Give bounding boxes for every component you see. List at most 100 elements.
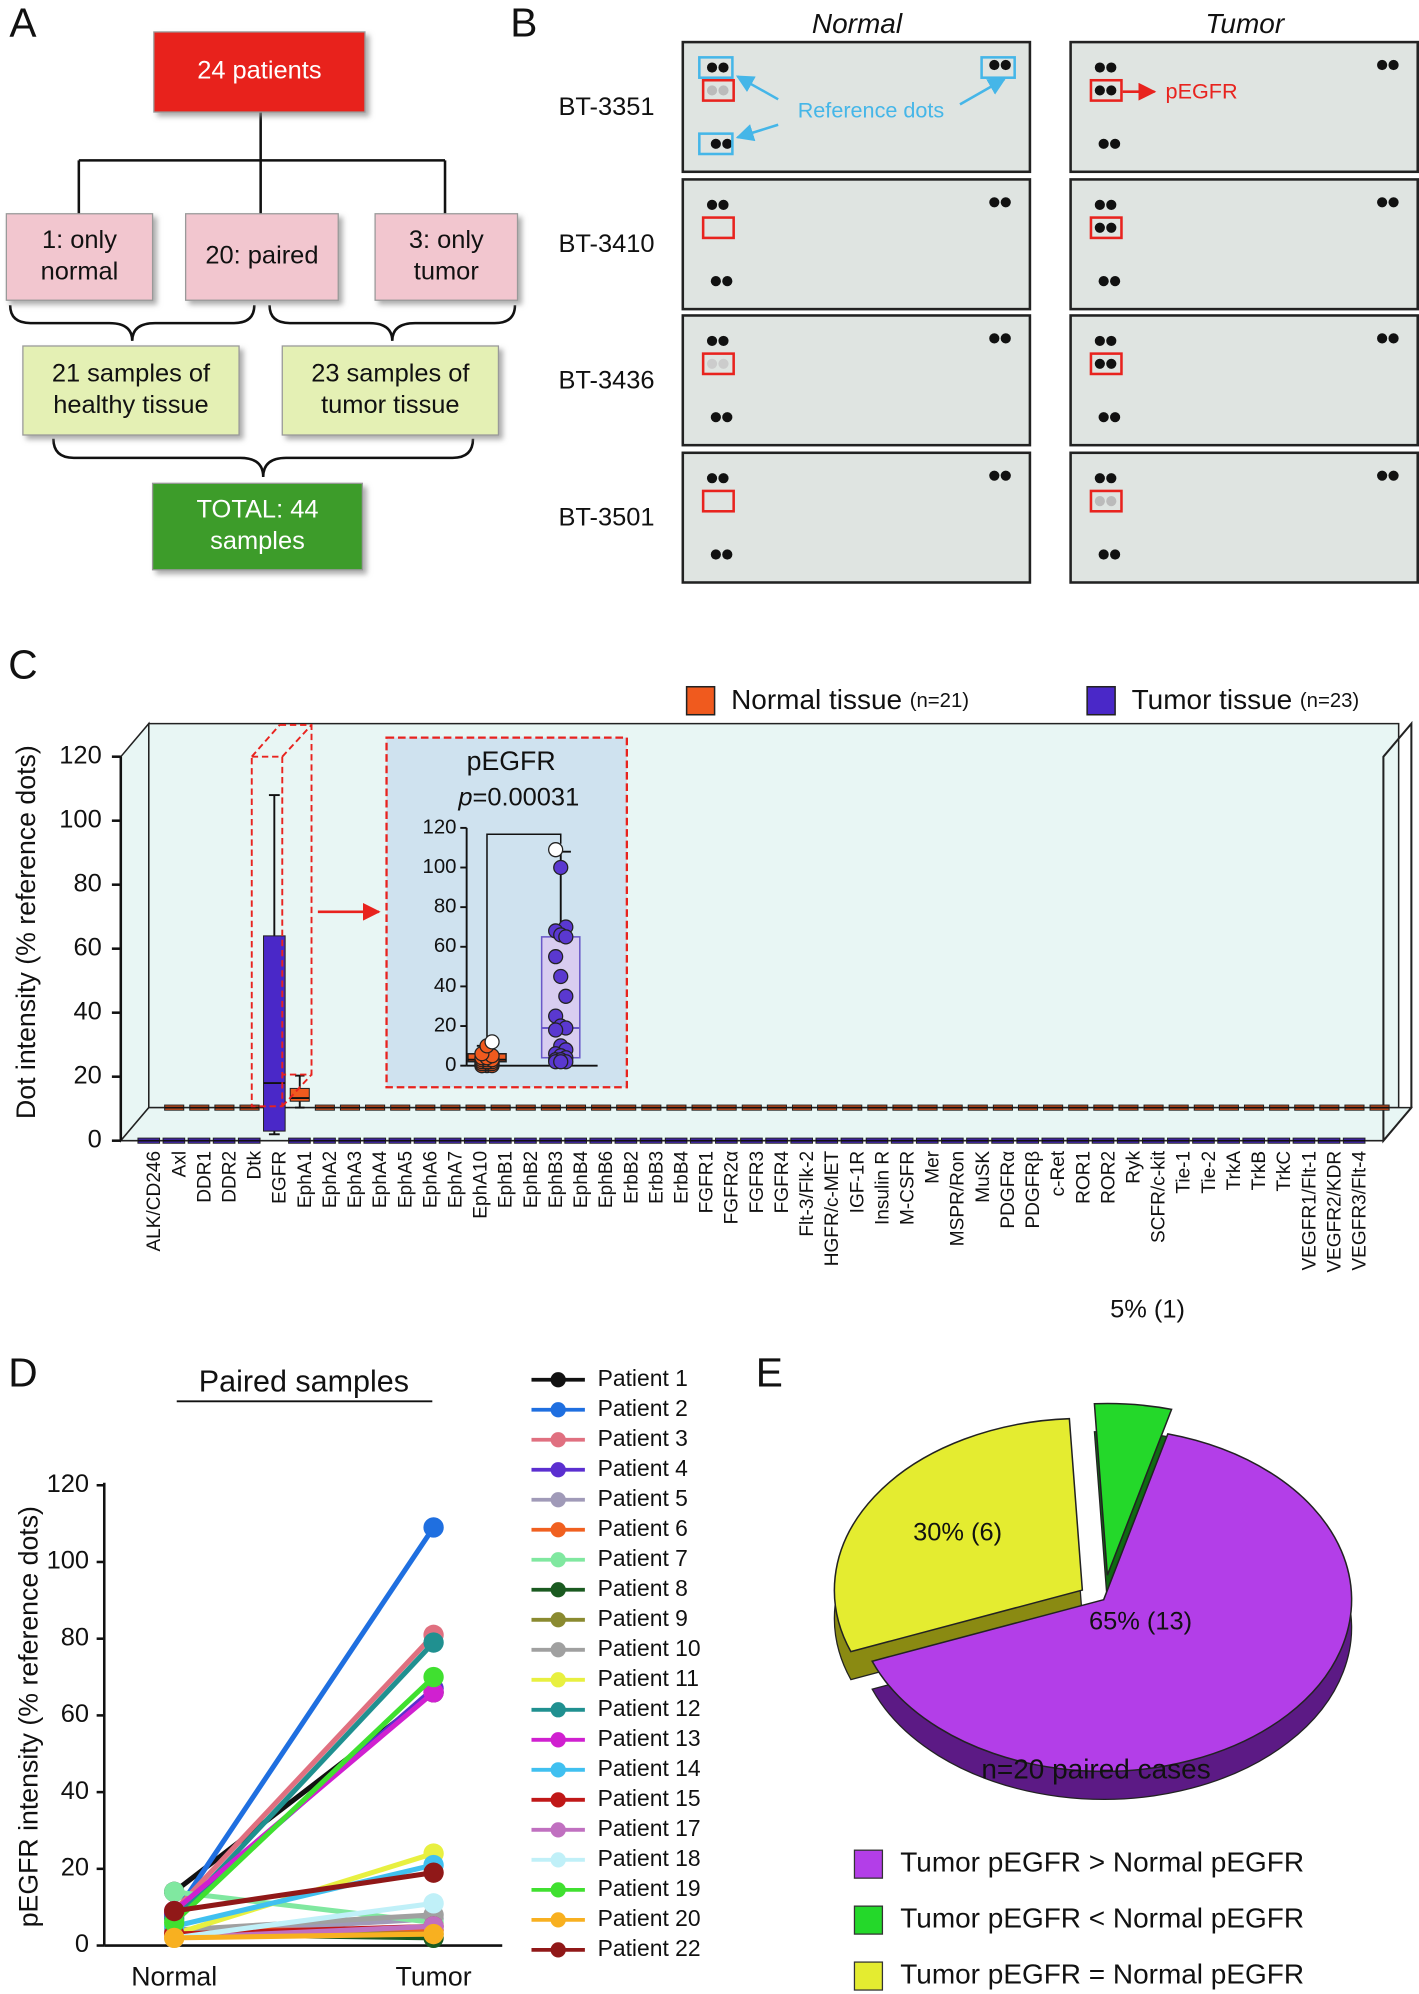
annotation-arrow bbox=[959, 77, 1007, 106]
legend-label: Patient 17 bbox=[598, 1815, 701, 1841]
legend-marker bbox=[550, 1552, 566, 1568]
flow-node bbox=[151, 482, 364, 571]
inset-point bbox=[548, 842, 564, 858]
dot bbox=[706, 199, 718, 210]
signal-box bbox=[701, 489, 735, 513]
line bbox=[174, 1931, 434, 1941]
inset-tick-label: 0 bbox=[445, 1054, 456, 1076]
reference-box bbox=[698, 132, 734, 156]
dot bbox=[1094, 222, 1105, 233]
reference-box bbox=[980, 56, 1016, 79]
signal-box bbox=[1089, 78, 1123, 102]
point bbox=[164, 1881, 185, 1903]
x-tick-label: Dtk bbox=[245, 1150, 266, 1179]
dot bbox=[706, 85, 718, 96]
dot bbox=[706, 358, 718, 369]
legend-label: Patient 19 bbox=[598, 1875, 701, 1901]
legend-label: Patient 4 bbox=[598, 1455, 689, 1481]
x-tick-label: EphA2 bbox=[320, 1151, 341, 1208]
annotation-arrow bbox=[735, 123, 779, 142]
flow-node-label: 3: only bbox=[409, 226, 484, 254]
flow-node-label: 21 samples of bbox=[52, 359, 211, 387]
inset-point bbox=[553, 859, 569, 876]
line bbox=[172, 1633, 436, 1913]
blot bbox=[681, 451, 1032, 584]
panel-label: C bbox=[8, 641, 37, 687]
legend-label: Patient 11 bbox=[598, 1665, 699, 1691]
dot bbox=[1106, 335, 1117, 346]
flow-node-label: 1: only bbox=[42, 226, 117, 254]
signal-box bbox=[1089, 489, 1123, 513]
legend-marker bbox=[550, 1672, 566, 1688]
x-tick-label: EphA4 bbox=[370, 1150, 391, 1208]
brace bbox=[268, 305, 517, 341]
signal-box bbox=[1089, 216, 1123, 240]
x-tick-label: EphB3 bbox=[546, 1151, 567, 1208]
legend-label: Patient 14 bbox=[598, 1755, 701, 1781]
flow-node-label: tumor tissue bbox=[321, 391, 459, 419]
legend-label: Patient 20 bbox=[598, 1905, 701, 1931]
flow-node-label: 24 patients bbox=[197, 57, 321, 85]
dot bbox=[1388, 333, 1399, 344]
legend-marker bbox=[550, 1432, 566, 1448]
brace bbox=[8, 305, 256, 341]
flow-node-label: samples bbox=[210, 527, 305, 555]
legend-marker bbox=[550, 1942, 566, 1958]
dot bbox=[1106, 199, 1117, 210]
dot bbox=[710, 138, 721, 149]
dot bbox=[1377, 197, 1388, 208]
dot bbox=[706, 62, 718, 73]
pie-slice bbox=[1093, 1402, 1173, 1576]
legend-label: Patient 12 bbox=[598, 1695, 701, 1721]
legend-label: Tumor tissue (n=23) bbox=[1132, 684, 1360, 715]
inset-p-value: p=0.00031 bbox=[457, 783, 579, 811]
legend-label: Patient 3 bbox=[598, 1425, 688, 1451]
x-tick-label: c-Ret bbox=[1048, 1150, 1069, 1196]
dot bbox=[1094, 335, 1105, 346]
line bbox=[173, 1870, 434, 1914]
dot bbox=[722, 412, 733, 423]
legend-marker bbox=[550, 1822, 566, 1838]
y-tick-label: 0 bbox=[75, 1930, 89, 1958]
inset-point bbox=[553, 1054, 569, 1070]
dot bbox=[1377, 470, 1388, 481]
side-wall bbox=[120, 721, 150, 1143]
flow-node-label: normal bbox=[41, 258, 119, 286]
legend-label: Patient 15 bbox=[598, 1785, 701, 1811]
x-tick-label: Normal bbox=[131, 1962, 217, 1992]
inset-title: pEGFR bbox=[467, 746, 556, 776]
dot bbox=[718, 335, 729, 346]
panel-label: A bbox=[9, 0, 37, 45]
dot bbox=[1094, 85, 1105, 96]
dot bbox=[1106, 62, 1117, 73]
slice-label: 65% (13) bbox=[1089, 1607, 1192, 1635]
p-label: p bbox=[457, 783, 472, 811]
legend-marker bbox=[550, 1462, 566, 1478]
y-axis-label: Dot intensity (% reference dots) bbox=[11, 745, 41, 1119]
x-tick-label: TrkA bbox=[1224, 1151, 1245, 1191]
x-tick-label: HGFR/c-MET bbox=[822, 1151, 843, 1267]
legend-label: Tumor pEGFR = Normal pEGFR bbox=[900, 1958, 1304, 1989]
x-tick-label: PDGFRβ bbox=[1023, 1151, 1044, 1229]
legend-marker bbox=[550, 1912, 566, 1928]
inset-point bbox=[548, 1022, 564, 1038]
flow-node-label: 23 samples of bbox=[311, 359, 470, 387]
x-tick-label: TrkC bbox=[1274, 1151, 1295, 1192]
x-tick-label: IGF-1R bbox=[847, 1151, 868, 1213]
legend-swatch bbox=[853, 1961, 884, 1991]
back-wall bbox=[148, 722, 1400, 1109]
reference-box bbox=[698, 56, 734, 79]
dot bbox=[1094, 358, 1105, 369]
legend-label: Patient 1 bbox=[598, 1365, 688, 1391]
line bbox=[173, 1862, 435, 1929]
pie-note: n=20 paired cases bbox=[981, 1754, 1210, 1785]
y-tick-label: 20 bbox=[73, 1061, 101, 1089]
dot bbox=[1000, 333, 1011, 344]
x-tick-label: Ryk bbox=[1124, 1150, 1145, 1183]
dot bbox=[989, 333, 1000, 344]
dot bbox=[1106, 358, 1117, 369]
legend-label: Patient 22 bbox=[598, 1935, 701, 1961]
inset-point bbox=[484, 1034, 500, 1050]
x-tick-label: Mer bbox=[923, 1150, 944, 1183]
row-label: BT-3501 bbox=[558, 504, 654, 532]
